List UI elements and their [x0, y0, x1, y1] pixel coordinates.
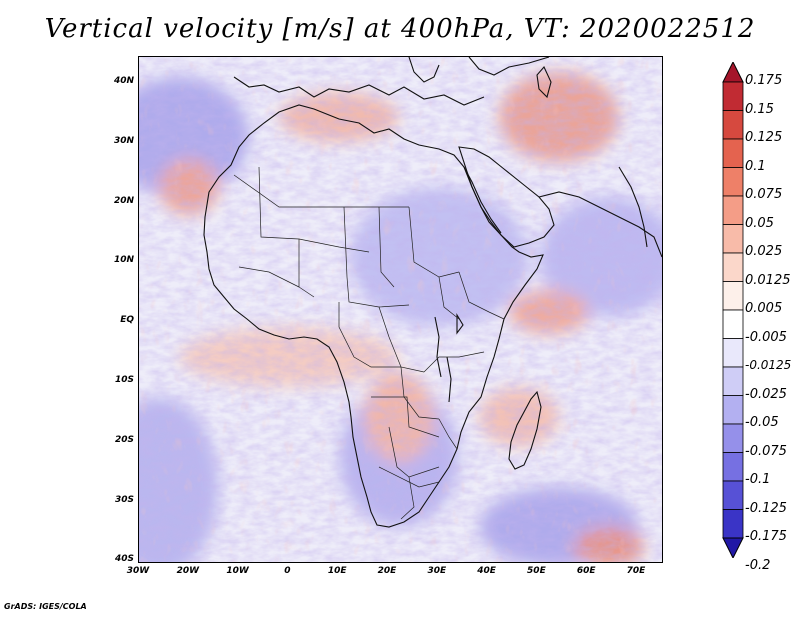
lon-tick-label: 20W [176, 566, 200, 576]
lon-tick-label: 30W [126, 566, 150, 576]
colorbar-label: 0.1 [745, 158, 766, 174]
map-title: Vertical velocity [m/s] at 400hPa, VT: 2… [44, 14, 756, 44]
colorbar-segment [722, 224, 744, 254]
lon-tick-label: 0 [284, 566, 291, 576]
colorbar-segment [722, 252, 744, 282]
colorbar-label: -0.0125 [745, 358, 792, 372]
colorbar-label: 0.175 [745, 73, 783, 88]
colorbar-segment [722, 110, 744, 140]
colorbar-segment [722, 281, 744, 311]
colorbar-segment [722, 395, 744, 425]
lon-tick-label: 40E [477, 566, 496, 576]
colorbar-segment [722, 309, 744, 339]
colorbar-segment [722, 537, 744, 558]
lat-tick-label: 10S [114, 375, 134, 385]
country-borders [233, 166, 505, 520]
colorbar-label: -0.075 [745, 443, 787, 459]
map-plot-area[interactable] [138, 56, 663, 563]
colorbar-label: -0.2 [745, 557, 771, 573]
colorbar [722, 62, 744, 558]
colorbar-segment [722, 167, 744, 197]
colorbar-label: 0.125 [745, 130, 783, 145]
lat-tick-label: 30S [114, 494, 134, 505]
lat-tick-label: 20S [114, 434, 134, 445]
colorbar-label: 0.0125 [745, 272, 791, 288]
colorbar-segment [722, 195, 744, 225]
colorbar-segment [722, 509, 744, 539]
colorbar-label: 0.15 [745, 101, 774, 117]
colorbar-label: -0.005 [745, 329, 787, 345]
colorbar-segment [722, 423, 744, 453]
colorbar-segment [722, 81, 744, 111]
colorbar-label: 0.005 [745, 301, 783, 316]
lon-tick-label: 70E [626, 566, 646, 576]
lat-tick-label: 40N [113, 76, 134, 86]
lat-tick-label: 40S [114, 554, 134, 565]
colorbar-segment [722, 338, 744, 368]
colorbar-segment [722, 480, 744, 510]
colorbar-segment [722, 62, 744, 83]
footer-credit: GrADS: IGES/COLA [4, 602, 87, 611]
colorbar-label: -0.175 [745, 529, 787, 544]
colorbar-segment [722, 138, 744, 168]
lat-tick-label: 10N [113, 255, 134, 266]
colorbar-label: 0.05 [745, 215, 774, 231]
velocity-field [139, 57, 662, 562]
colorbar-label: -0.05 [745, 415, 779, 430]
colorbar-label: -0.025 [745, 386, 787, 402]
lon-tick-label: 50E [527, 566, 546, 576]
lat-tick-label: 20N [113, 195, 134, 206]
lat-tick-label: EQ [120, 315, 134, 326]
colorbar-segment [722, 452, 744, 482]
lon-tick-label: 10W [226, 566, 249, 576]
colorbar-label: 0.025 [745, 244, 783, 259]
lon-tick-label: 20E [377, 566, 397, 576]
colorbar-label: 0.075 [745, 187, 783, 202]
colorbar-label: -0.1 [745, 472, 771, 487]
lon-tick-label: 60E [576, 566, 596, 576]
lat-tick-label: 30N [113, 135, 134, 146]
coastlines [203, 57, 662, 528]
colorbar-segment [722, 366, 744, 396]
colorbar-label: -0.125 [745, 500, 787, 516]
lon-tick-label: 30E [427, 566, 447, 576]
lon-tick-label: 10E [327, 566, 347, 576]
